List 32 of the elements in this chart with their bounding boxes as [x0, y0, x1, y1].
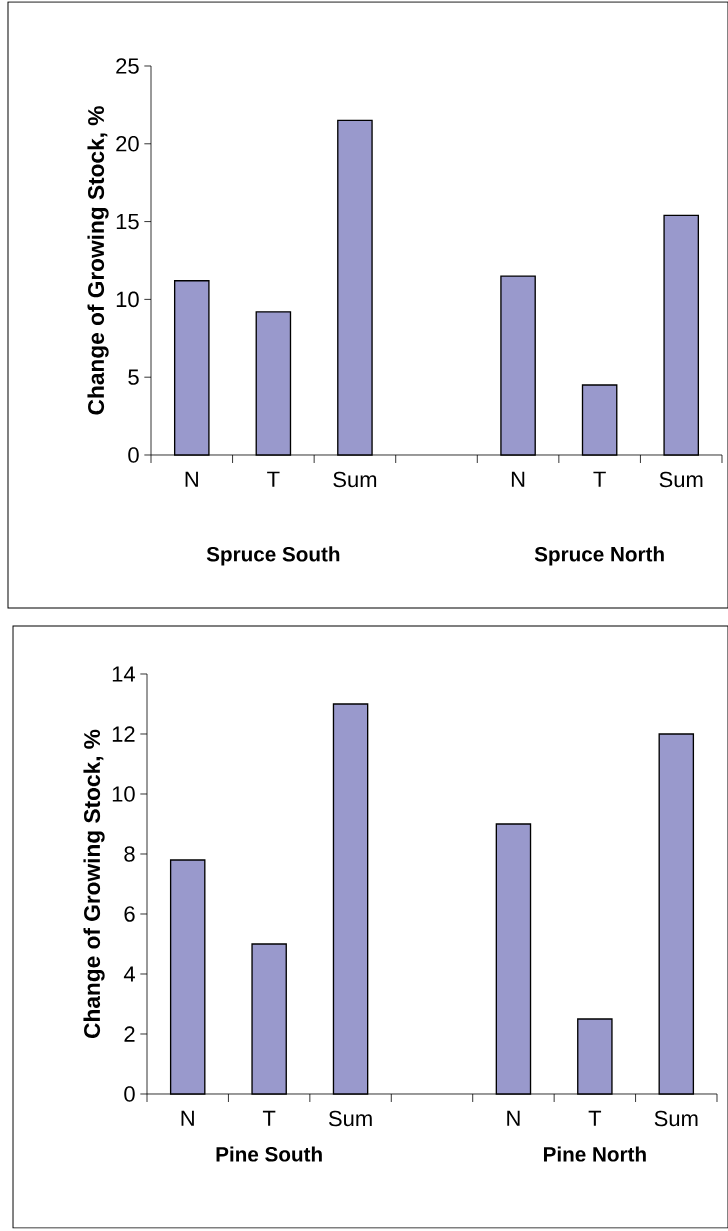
y-tick-label: 0 — [124, 1086, 135, 1102]
y-tick-label: 25 — [116, 58, 139, 74]
y-tick-label: 10 — [112, 786, 135, 802]
y-tick-label: 2 — [124, 1026, 135, 1042]
y-tick-label: 14 — [112, 666, 135, 682]
y-tick-label: 10 — [116, 291, 139, 308]
x-tick-label: N — [181, 1110, 194, 1126]
x-tick-label: T — [262, 1110, 276, 1126]
x-tick-label: N — [511, 471, 525, 487]
y-axis-title: Change of Growing Stock, % — [83, 729, 105, 1038]
y-axis-title: Change of Growing Stock, % — [87, 106, 109, 415]
x-tick-label: T — [593, 471, 606, 487]
x-tick-label: Sum — [654, 1110, 698, 1127]
y-tick-label: 5 — [128, 369, 139, 385]
y-tick-label: 15 — [116, 213, 139, 230]
text: Pine South — [216, 1146, 322, 1162]
x-tick-label: Sum — [328, 1110, 372, 1127]
y-tick-label: 12 — [112, 726, 135, 742]
text: Spruce North — [534, 546, 664, 566]
x-tick-label: N — [507, 1110, 520, 1126]
y-tick-label: 4 — [123, 966, 135, 982]
y-tick-label: 20 — [116, 135, 139, 152]
text: Pine North — [543, 1146, 646, 1162]
x-tick-label: Sum — [333, 471, 377, 488]
x-tick-label: N — [185, 471, 198, 487]
x-tick-label: Sum — [659, 471, 703, 488]
y-tick-label: 8 — [124, 846, 135, 862]
x-tick-label: T — [267, 471, 280, 487]
y-tick-label: 6 — [124, 906, 135, 922]
x-tick-label: T — [588, 1110, 602, 1126]
y-tick-label: 0 — [128, 447, 139, 463]
text: Spruce South — [206, 546, 340, 566]
